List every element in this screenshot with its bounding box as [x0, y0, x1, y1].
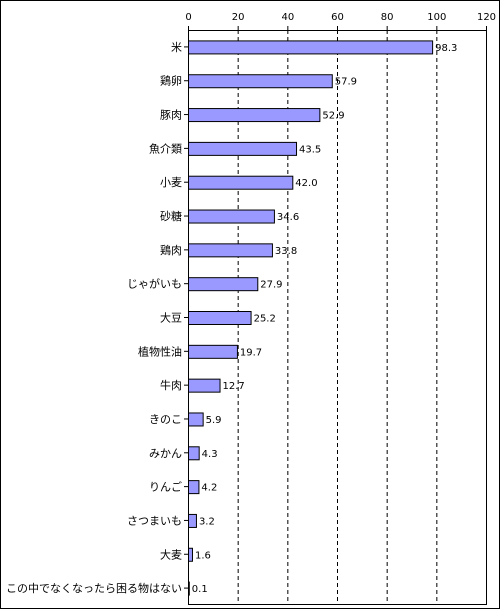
category-label: 大麦: [160, 547, 182, 561]
bar: [188, 277, 259, 292]
x-tick-label: 20: [232, 12, 245, 23]
bar: [188, 311, 252, 325]
bar: [188, 581, 190, 596]
category-label: 鶏卵: [160, 74, 182, 88]
bar: [188, 108, 321, 123]
value-label: 4.3: [202, 449, 218, 460]
bar: [188, 378, 221, 393]
bar: [188, 412, 204, 427]
value-label: 27.9: [260, 280, 282, 291]
x-tick-label: 40: [281, 12, 294, 23]
x-tick-label: 80: [381, 12, 394, 23]
bar: [188, 344, 238, 359]
bar: [188, 141, 298, 156]
x-tick-label: 100: [427, 12, 446, 23]
bar: [188, 513, 197, 528]
value-label: 1.6: [195, 550, 211, 561]
category-label: 小麦: [160, 176, 182, 189]
bar: [188, 40, 434, 55]
bar: [188, 446, 200, 461]
category-label: 大豆: [160, 311, 182, 325]
category-label: きのこ: [149, 413, 182, 426]
value-label: 43.5: [299, 144, 321, 155]
bar: [188, 209, 275, 224]
value-label: 12.7: [223, 381, 245, 392]
value-label: 42.0: [295, 178, 317, 189]
category-label: 植物性油: [138, 344, 182, 358]
category-label: りんご: [149, 480, 182, 494]
value-label: 3.2: [199, 516, 215, 527]
value-label: 5.9: [206, 415, 222, 426]
category-label: 砂糖: [160, 209, 182, 223]
category-label: さつまいも: [127, 514, 182, 527]
value-label: 52.9: [322, 111, 344, 122]
value-label: 4.2: [201, 483, 217, 494]
x-tick-label: 0: [185, 12, 191, 23]
bar: [188, 175, 294, 190]
value-label: 98.3: [435, 43, 457, 54]
value-label: 0.1: [192, 584, 208, 595]
value-label: 19.7: [240, 347, 262, 358]
category-label: じゃがいも: [127, 277, 182, 291]
x-tick-label: 60: [331, 12, 344, 23]
value-label: 33.8: [275, 246, 297, 257]
category-label: みかん: [149, 447, 182, 460]
value-label: 57.9: [335, 77, 357, 88]
bar: [188, 547, 193, 562]
category-label: 米: [171, 41, 182, 54]
category-label: この中でなくなったら困る物はない: [6, 581, 182, 595]
x-tick-label: 120: [477, 12, 496, 23]
value-label: 25.2: [254, 314, 276, 325]
bar: [188, 74, 333, 89]
category-label: 豚肉: [160, 109, 182, 122]
bar: [188, 243, 273, 258]
category-label: 魚介類: [149, 142, 182, 155]
bar: [188, 480, 200, 495]
value-label: 34.6: [277, 212, 299, 223]
category-label: 鶏肉: [160, 243, 182, 257]
category-label: 牛肉: [160, 378, 182, 392]
